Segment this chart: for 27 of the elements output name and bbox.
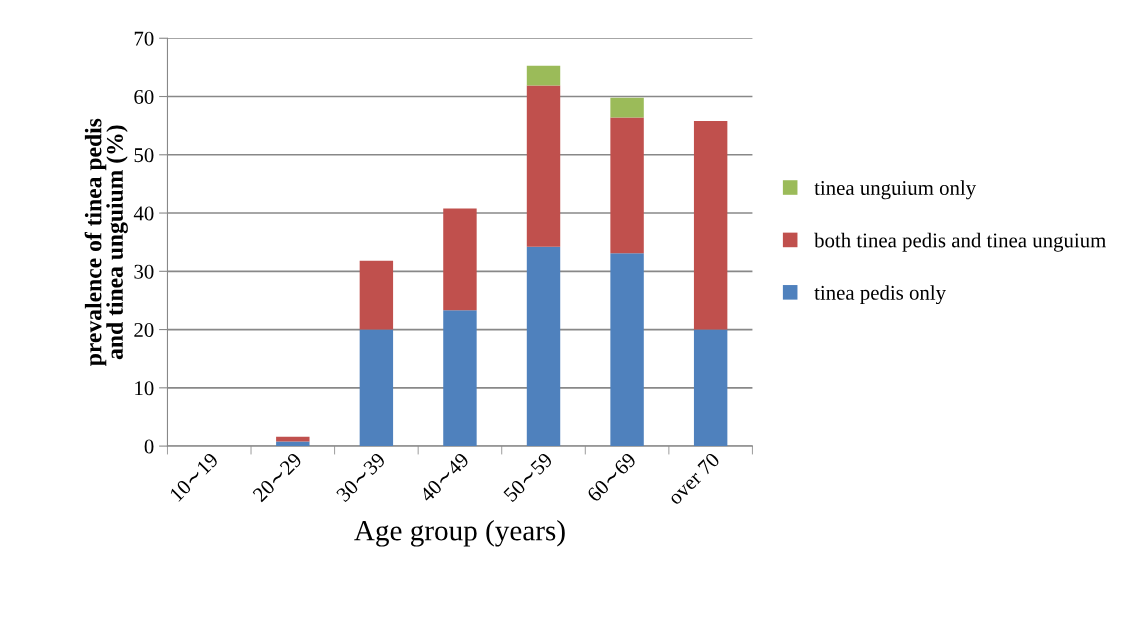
y-tick-label: 60	[134, 89, 154, 104]
y-tick-label: 30	[134, 264, 154, 279]
bar	[443, 310, 477, 447]
y-tick-label: 40	[133, 206, 154, 221]
bar	[359, 260, 394, 330]
y-tick-label: 10	[135, 381, 154, 396]
bar	[610, 117, 644, 254]
bar	[610, 253, 644, 447]
legend-label: both tinea pedis and tinea unguium	[814, 232, 1106, 252]
y-tick-label: 50	[134, 148, 154, 163]
bar	[526, 246, 561, 447]
bar	[276, 441, 310, 447]
bar	[359, 329, 394, 447]
y-axis-title: prevalence of tinea pedis and tinea unguium (%)	[84, 118, 128, 366]
bar	[693, 329, 728, 447]
y-tick-label: 20	[134, 322, 154, 337]
legend-label: tinea pedis only	[814, 285, 946, 305]
bar	[526, 85, 561, 247]
x-axis-title: Age group (years)	[354, 520, 565, 547]
bar	[526, 65, 561, 86]
x-tick-label: over 70	[667, 451, 721, 506]
y-tick-label: 70	[134, 31, 154, 46]
y-tick-label: 0	[144, 439, 154, 454]
bar	[693, 120, 728, 330]
bar	[443, 208, 477, 311]
bar	[610, 97, 644, 118]
legend-label: tinea unguium only	[814, 180, 977, 200]
